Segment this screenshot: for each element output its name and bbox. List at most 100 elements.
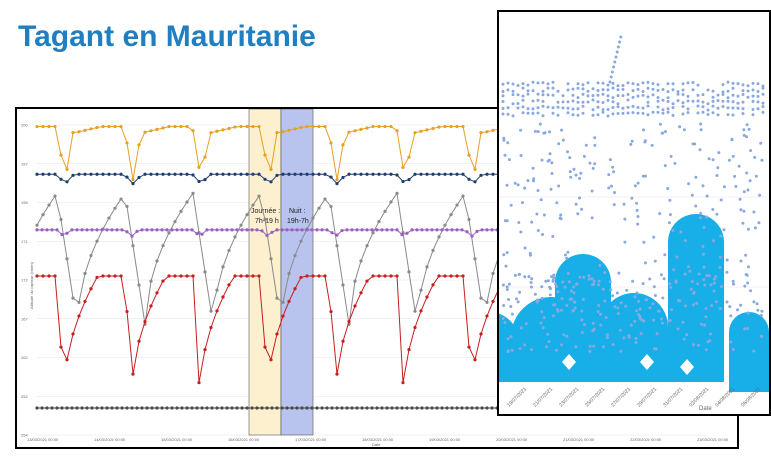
scatter-point xyxy=(504,264,508,268)
scatter-point xyxy=(586,81,590,85)
red-series-point xyxy=(461,274,465,278)
scatter-point xyxy=(573,306,577,310)
x-tick-label: 19/03/2021 00:00 xyxy=(429,437,461,442)
gray-series-point xyxy=(47,203,51,207)
red-series-point xyxy=(311,274,315,278)
scatter-point xyxy=(653,259,657,263)
purple-series-point xyxy=(40,228,44,232)
scatter-point xyxy=(631,95,635,99)
red-series-point xyxy=(143,319,147,324)
scatter-point xyxy=(725,270,729,274)
scatter-point xyxy=(658,122,662,126)
navy-series-point xyxy=(113,172,117,176)
scatter-point xyxy=(761,92,765,96)
baseline-series-point xyxy=(120,406,124,410)
scatter-point xyxy=(546,279,550,283)
baseline-series-point xyxy=(225,406,229,410)
scatter-point xyxy=(683,239,687,242)
scatter-point xyxy=(760,158,764,162)
scatter-point xyxy=(670,308,673,312)
scatter-point xyxy=(748,179,752,183)
scatter-point xyxy=(705,274,709,277)
scatter-point xyxy=(696,83,700,87)
red-series-point xyxy=(89,287,93,291)
scatter-point xyxy=(551,235,555,238)
scatter-point xyxy=(716,106,720,110)
scatter-point xyxy=(576,86,580,90)
scatter-point xyxy=(660,321,664,325)
scatter-point xyxy=(650,143,654,147)
red-series-point xyxy=(401,381,405,385)
purple-series-point xyxy=(45,228,49,232)
scatter-point xyxy=(622,336,626,340)
scatter-point xyxy=(580,331,584,334)
scatter-point xyxy=(548,130,552,134)
scatter-point xyxy=(609,75,613,79)
scatter-point xyxy=(621,87,625,91)
scatter-point xyxy=(591,283,595,287)
scatter-point xyxy=(760,309,764,313)
red-series-point xyxy=(353,304,357,308)
scatter-point xyxy=(596,105,600,109)
scatter-point xyxy=(523,343,527,347)
scatter-point xyxy=(641,111,645,115)
scatter-point xyxy=(597,279,601,283)
scatter-point xyxy=(686,107,690,111)
purple-series-point xyxy=(430,228,434,232)
scatter-point xyxy=(641,282,645,286)
baseline-series-point xyxy=(85,406,89,410)
scatter-point xyxy=(598,263,602,267)
scatter-point xyxy=(636,181,640,185)
purple-series-point xyxy=(220,228,224,232)
purple-series-point xyxy=(230,228,234,232)
scatter-point xyxy=(671,88,675,92)
x-tick-label: 13/03/2021 00:00 xyxy=(27,437,59,442)
scatter-point xyxy=(560,297,564,300)
scatter-point xyxy=(576,96,580,100)
purple-series-point xyxy=(455,228,459,232)
scatter-point xyxy=(526,83,530,87)
gray-series-point xyxy=(77,300,81,304)
baseline-series-point xyxy=(95,406,99,410)
scatter-point xyxy=(518,347,522,351)
navy-series-point xyxy=(209,172,213,176)
scatter-point xyxy=(607,173,611,177)
scatter-point xyxy=(617,271,621,275)
navy-series-point xyxy=(329,175,333,179)
scatter-point xyxy=(741,83,745,87)
scatter-point xyxy=(671,113,675,117)
gray-series-point xyxy=(455,203,459,207)
scatter-point xyxy=(584,143,588,147)
scatter-point xyxy=(746,227,750,231)
scatter-point xyxy=(686,99,690,103)
scatter-point xyxy=(667,221,671,225)
scatter-point xyxy=(509,203,513,207)
scatter-point xyxy=(582,154,586,158)
orange-series-point xyxy=(95,125,99,130)
scatter-point xyxy=(601,101,605,104)
purple-series-point xyxy=(130,234,134,238)
scatter-point xyxy=(731,81,735,85)
navy-series-point xyxy=(131,182,135,186)
baseline-series-point xyxy=(390,406,394,410)
scatter-point xyxy=(503,153,507,157)
purple-series-point xyxy=(185,228,189,232)
right-x-tick-label: 31/07/2021 xyxy=(662,386,684,408)
scatter-point xyxy=(550,172,554,175)
baseline-series-point xyxy=(470,406,474,410)
gray-series-point xyxy=(203,270,207,274)
scatter-point xyxy=(523,186,527,190)
orange-series-point xyxy=(371,124,375,129)
baseline-series-point xyxy=(485,406,489,410)
scatter-point xyxy=(544,279,548,283)
scatter-point xyxy=(711,111,715,115)
scatter-point xyxy=(622,202,626,206)
scatter-point xyxy=(548,293,552,297)
scatter-point xyxy=(635,208,639,212)
baseline-series-point xyxy=(290,406,294,410)
scatter-point xyxy=(630,139,634,143)
red-series-point xyxy=(65,358,69,362)
orange-series-point xyxy=(461,124,465,129)
scatter-point xyxy=(745,123,749,127)
scatter-point xyxy=(725,258,729,262)
